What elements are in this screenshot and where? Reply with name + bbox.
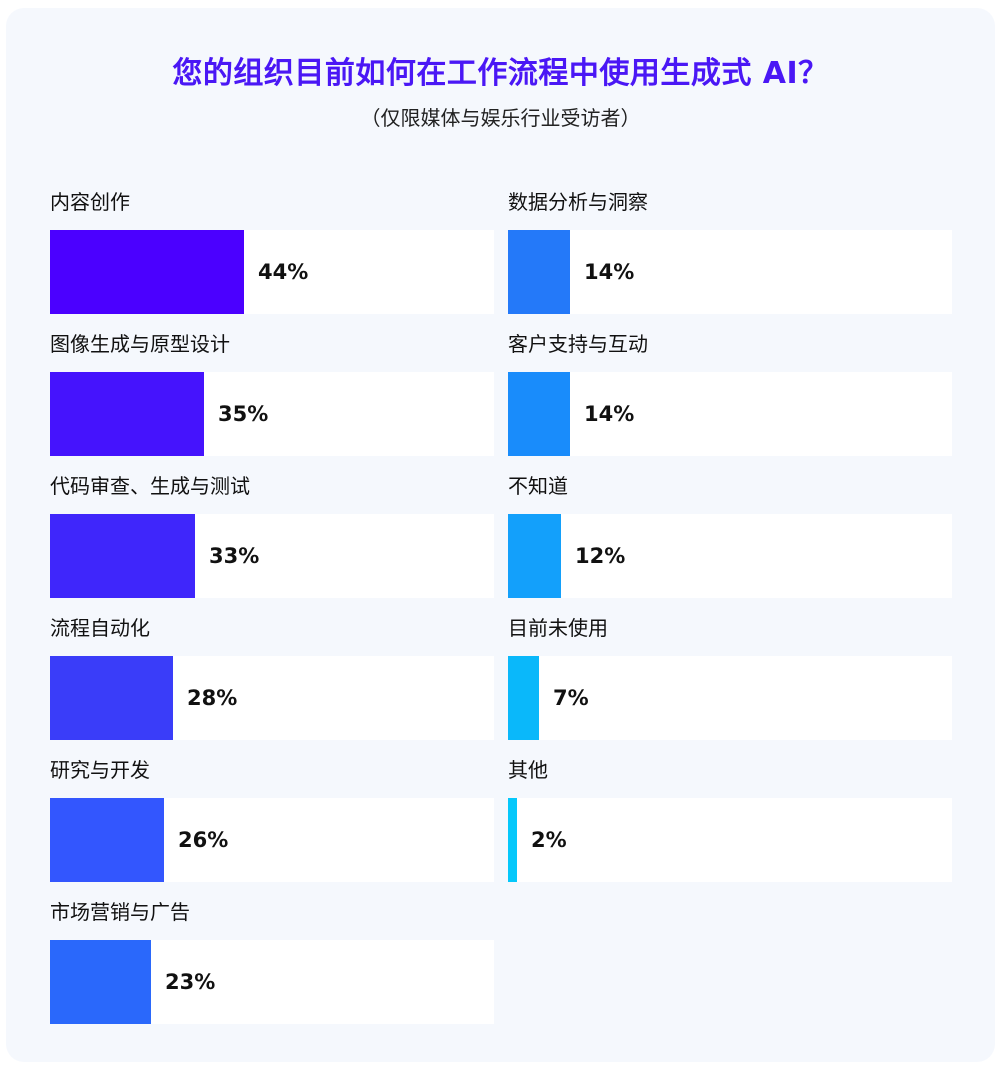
category-label: 研究与开发 <box>50 758 150 782</box>
category-label: 市场营销与广告 <box>50 900 190 924</box>
bar-item: 其他 2% <box>508 755 952 885</box>
bar-track: 33% <box>50 514 494 598</box>
bar-track: 14% <box>508 372 952 456</box>
bar-item: 不知道 12% <box>508 471 952 601</box>
bar <box>50 656 173 740</box>
bar-item: 流程自动化 28% <box>50 613 494 743</box>
bar-track: 7% <box>508 656 952 740</box>
category-label: 目前未使用 <box>508 616 608 640</box>
category-label: 客户支持与互动 <box>508 332 648 356</box>
bar <box>508 372 570 456</box>
bar <box>50 940 151 1024</box>
bar <box>50 230 244 314</box>
value-label: 28% <box>187 686 238 710</box>
value-label: 14% <box>584 402 635 426</box>
chart-title: 您的组织目前如何在工作流程中使用生成式 AI？ <box>172 56 829 91</box>
bar-track: 44% <box>50 230 494 314</box>
category-label: 流程自动化 <box>50 616 150 640</box>
bar-item: 图像生成与原型设计 35% <box>50 329 494 459</box>
value-label: 33% <box>209 544 260 568</box>
bar <box>508 798 517 882</box>
value-label: 12% <box>575 544 626 568</box>
bar-item: 代码审查、生成与测试 33% <box>50 471 494 601</box>
bar-track: 23% <box>50 940 494 1024</box>
bar-track: 12% <box>508 514 952 598</box>
bar <box>508 514 561 598</box>
bar <box>508 230 570 314</box>
bar <box>508 656 539 740</box>
category-label: 数据分析与洞察 <box>508 190 648 214</box>
bar <box>50 514 195 598</box>
category-label: 代码审查、生成与测试 <box>50 474 250 498</box>
value-label: 2% <box>531 828 567 852</box>
value-label: 26% <box>178 828 229 852</box>
value-label: 35% <box>218 402 269 426</box>
bar-track: 26% <box>50 798 494 882</box>
bar <box>50 798 164 882</box>
bar-item: 数据分析与洞察 14% <box>508 187 952 317</box>
bar-track: 2% <box>508 798 952 882</box>
bar-item: 客户支持与互动 14% <box>508 329 952 459</box>
value-label: 14% <box>584 260 635 284</box>
bar-track: 28% <box>50 656 494 740</box>
bar-track: 14% <box>508 230 952 314</box>
bar-item: 研究与开发 26% <box>50 755 494 885</box>
bar-item: 内容创作 44% <box>50 187 494 317</box>
chart-subtitle: （仅限媒体与娱乐行业受访者） <box>360 106 641 130</box>
bar-item: 市场营销与广告 23% <box>50 897 494 1027</box>
bar <box>50 372 204 456</box>
category-label: 内容创作 <box>50 190 130 214</box>
value-label: 44% <box>258 260 309 284</box>
value-label: 23% <box>165 970 216 994</box>
category-label: 其他 <box>508 758 548 782</box>
bar-item: 目前未使用 7% <box>508 613 952 743</box>
category-label: 图像生成与原型设计 <box>50 332 230 356</box>
bar-track: 35% <box>50 372 494 456</box>
category-label: 不知道 <box>508 474 568 498</box>
value-label: 7% <box>553 686 589 710</box>
